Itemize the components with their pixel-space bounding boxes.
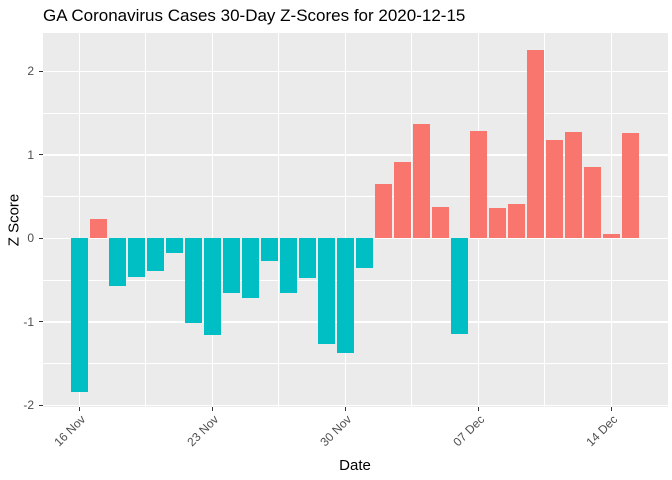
gridline-y-major [43, 154, 668, 156]
bar-2020-12-12 [564, 132, 582, 239]
bar-2020-11-17 [89, 219, 107, 239]
x-tick-label-text: 16 Nov [51, 412, 89, 450]
bar-2020-11-21 [165, 238, 183, 253]
bar-2020-11-25 [241, 238, 259, 299]
bar-2020-11-28 [298, 238, 316, 279]
bar-2020-11-26 [260, 238, 278, 261]
y-tick-label: 1 [27, 147, 34, 162]
gridline-y-major [43, 237, 668, 240]
y-tick-mark [39, 404, 43, 406]
x-tick-mark [211, 407, 213, 411]
x-tick-label-text: 23 Nov [184, 412, 222, 450]
chart-title: GA Coronavirus Cases 30-Day Z-Scores for… [43, 6, 466, 25]
plot-panel [43, 33, 668, 407]
gridline-y-minor [43, 196, 668, 198]
bar-2020-12-15 [621, 133, 639, 239]
gridline-x-minor [145, 33, 147, 407]
x-tick-mark [78, 407, 80, 411]
gridline-x-minor [544, 33, 546, 407]
gridline-y-minor [43, 112, 668, 114]
bar-2020-12-04 [412, 123, 430, 239]
bar-2020-12-08 [488, 208, 506, 239]
bar-2020-12-11 [545, 139, 563, 239]
bar-2020-12-02 [374, 184, 392, 239]
y-tick-label: -2 [23, 398, 34, 413]
y-tick-label: 2 [27, 64, 34, 79]
bar-2020-11-29 [317, 238, 335, 345]
gridline-y-minor [43, 363, 668, 365]
bar-2020-12-05 [431, 206, 449, 239]
gridline-x-minor [278, 33, 280, 407]
y-tick-mark [39, 321, 43, 323]
gridline-x-major [211, 33, 214, 407]
bar-2020-11-19 [127, 238, 145, 277]
x-tick-label-text: 07 Dec [450, 412, 488, 450]
y-tick-label: 0 [27, 231, 34, 246]
gridline-y-major [43, 404, 668, 407]
bar-2020-12-03 [393, 162, 411, 239]
gridline-x-major [344, 33, 347, 407]
gridline-x-major [78, 33, 81, 407]
x-tick-mark [477, 407, 479, 411]
bar-2020-11-23 [203, 238, 221, 336]
x-tick-mark [610, 407, 612, 411]
bar-2020-12-07 [469, 130, 487, 239]
bar-2020-12-01 [355, 238, 373, 269]
bar-2020-11-22 [184, 238, 202, 323]
y-tick-mark [39, 70, 43, 72]
bar-2020-11-27 [279, 238, 297, 294]
gridline-y-major [43, 70, 668, 73]
x-tick-label-text: 14 Dec [583, 412, 621, 450]
bar-2020-12-10 [526, 49, 544, 239]
y-tick-mark [39, 154, 43, 156]
gridline-x-minor [411, 33, 413, 407]
bar-2020-11-20 [146, 238, 164, 271]
bar-2020-11-30 [336, 238, 354, 353]
bar-2020-11-18 [108, 238, 126, 286]
bar-2020-12-14 [602, 234, 620, 239]
bar-2020-11-16 [70, 238, 88, 392]
gridline-y-minor [43, 279, 668, 281]
gridline-y-major [43, 321, 668, 323]
x-tick-mark [344, 407, 346, 411]
gridline-x-major [610, 33, 613, 407]
bar-2020-12-06 [450, 238, 468, 335]
y-tick-label: -1 [23, 314, 34, 329]
bar-2020-12-13 [583, 167, 601, 239]
y-tick-mark [39, 237, 43, 239]
bar-2020-12-09 [507, 204, 525, 239]
x-axis-title: Date [339, 457, 371, 474]
bar-2020-11-24 [222, 238, 240, 294]
